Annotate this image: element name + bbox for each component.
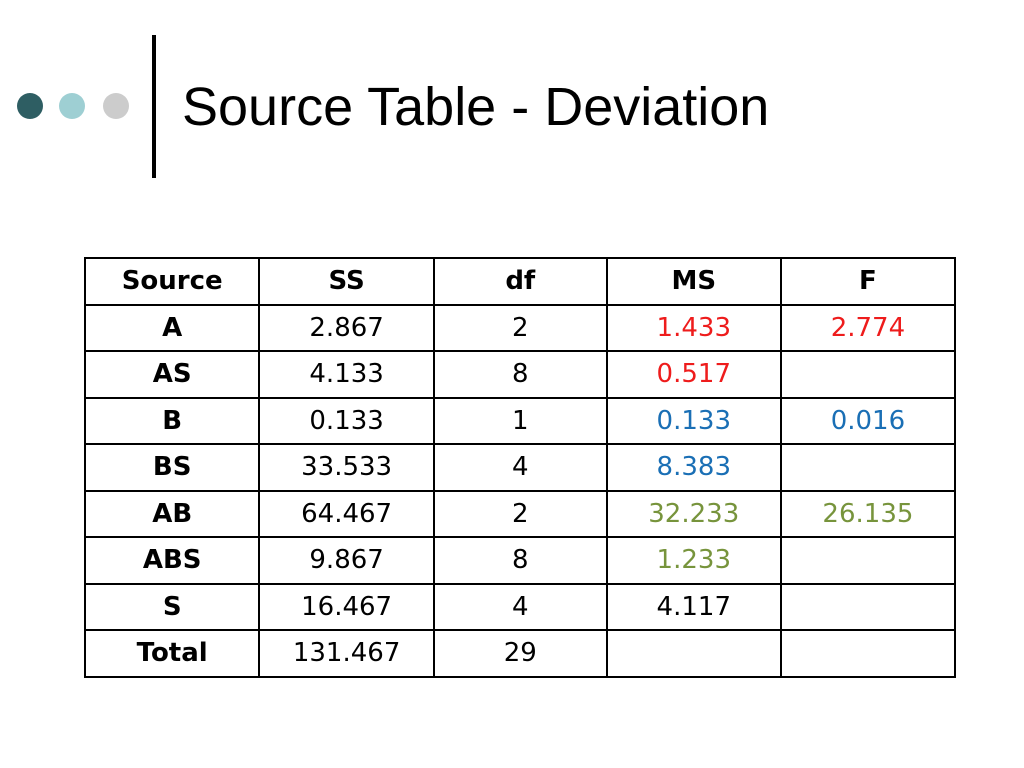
- row-label: ABS: [83, 536, 261, 585]
- bullet-dot: [17, 93, 43, 119]
- table-row: AS 4.133 8 0.517: [83, 350, 957, 399]
- table-row: B 0.133 1 0.133 0.016: [83, 396, 957, 445]
- table-cell: 8: [432, 350, 608, 399]
- row-label: BS: [83, 443, 261, 492]
- table-cell: 1.433: [605, 303, 782, 352]
- table-cell: 29: [432, 629, 608, 678]
- table-cell: 2: [432, 489, 608, 538]
- row-label: Total: [83, 629, 261, 678]
- table-cell: 16.467: [258, 582, 435, 631]
- table-row: A 2.867 2 1.433 2.774: [83, 303, 957, 352]
- row-label: S: [83, 582, 261, 631]
- table-cell: [779, 629, 957, 678]
- table-row: Total 131.467 29: [83, 629, 957, 678]
- table-cell: 26.135: [779, 489, 957, 538]
- table-cell: [779, 350, 957, 399]
- slide-title: Source Table - Deviation: [182, 77, 770, 137]
- table-cell: [779, 582, 957, 631]
- row-label: A: [83, 303, 261, 352]
- table-body: A 2.867 2 1.433 2.774 AS 4.133 8 0.517 B 0.133 1 0.1…: [83, 303, 957, 678]
- table-cell: [779, 443, 957, 492]
- table-cell: 0.133: [258, 396, 435, 445]
- row-label: B: [83, 396, 261, 445]
- table-cell: 4: [432, 582, 608, 631]
- table-cell: 8.383: [605, 443, 782, 492]
- table-cell: 32.233: [605, 489, 782, 538]
- table-cell: 131.467: [258, 629, 435, 678]
- column-header: F: [779, 257, 957, 306]
- column-header: MS: [605, 257, 782, 306]
- table-cell: 0.016: [779, 396, 957, 445]
- column-header: SS: [258, 257, 435, 306]
- bullet-dot: [59, 93, 85, 119]
- column-header: df: [432, 257, 608, 306]
- table-cell: 2.774: [779, 303, 957, 352]
- bullet-dot: [103, 93, 129, 119]
- table-row: AB 64.467 2 32.233 26.135: [83, 489, 957, 538]
- table-header: Source SS df MS F: [83, 257, 957, 306]
- table-cell: [605, 629, 782, 678]
- table-cell: [779, 536, 957, 585]
- table-row: S 16.467 4 4.117: [83, 582, 957, 631]
- table-cell: 9.867: [258, 536, 435, 585]
- table-cell: 33.533: [258, 443, 435, 492]
- header-row: Source SS df MS F: [83, 257, 957, 306]
- table-cell: 4.133: [258, 350, 435, 399]
- source-table: Source SS df MS F A 2.867 2 1.433 2.774 AS 4.133 8 0…: [83, 257, 957, 678]
- column-header: Source: [83, 257, 261, 306]
- row-label: AS: [83, 350, 261, 399]
- table-cell: 64.467: [258, 489, 435, 538]
- table-cell: 4: [432, 443, 608, 492]
- table-cell: 8: [432, 536, 608, 585]
- table-cell: 2.867: [258, 303, 435, 352]
- table-cell: 2: [432, 303, 608, 352]
- table-cell: 0.517: [605, 350, 782, 399]
- table-row: BS 33.533 4 8.383: [83, 443, 957, 492]
- divider: [152, 35, 156, 178]
- row-label: AB: [83, 489, 261, 538]
- table-cell: 1.233: [605, 536, 782, 585]
- table-row: ABS 9.867 8 1.233: [83, 536, 957, 585]
- table-cell: 4.117: [605, 582, 782, 631]
- table-cell: 0.133: [605, 396, 782, 445]
- table-cell: 1: [432, 396, 608, 445]
